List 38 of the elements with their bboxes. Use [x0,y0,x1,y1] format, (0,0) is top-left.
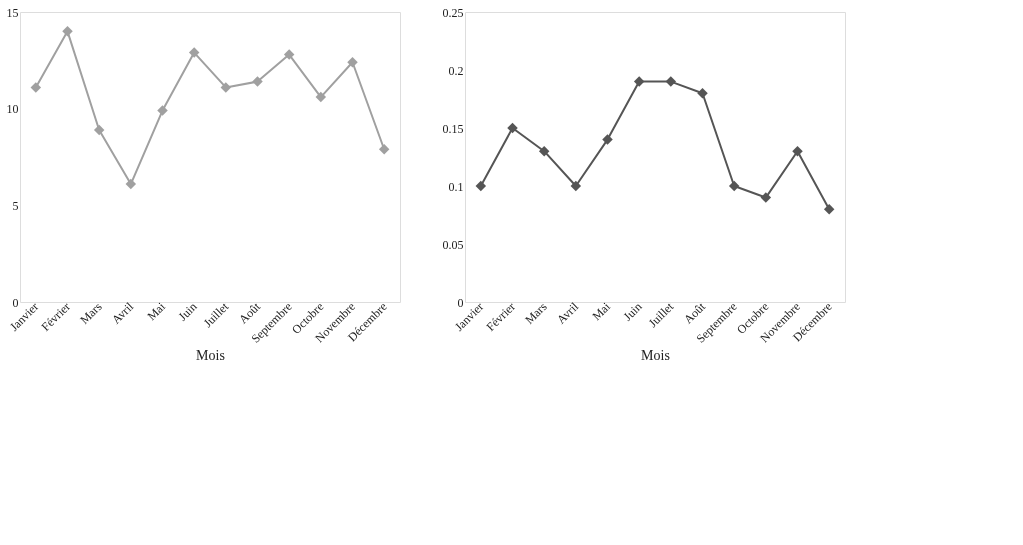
x-axis-title: Mois [196,348,225,364]
y-tick-label: 5 [12,198,19,213]
point [283,49,295,60]
point [665,76,677,87]
point [507,122,518,134]
point [538,145,550,157]
point [188,47,200,58]
point [93,124,105,136]
point [792,145,803,157]
y-tick-label: 0.25 [442,5,464,20]
point [823,203,835,215]
point [570,180,582,192]
point [62,26,73,37]
point [760,192,772,203]
y-tick-label: 15 [6,5,19,20]
point [728,180,740,192]
x-tick-label: Mai [589,299,614,324]
point [220,82,232,93]
y-tick-label: 0.2 [448,63,464,78]
x-tick-label: Mai [144,299,169,324]
y-tick-label: 10 [6,102,19,117]
point [378,144,390,155]
point [697,87,708,99]
point [125,178,137,190]
x-axis-title: Mois [641,348,670,364]
point [252,76,263,87]
y-tick-label: 0.15 [442,121,464,136]
point [347,57,358,68]
y-tick-label: 0.1 [448,179,464,194]
point [475,180,487,192]
point [633,76,645,87]
point [30,82,42,93]
x-tick-label: Juin [620,299,645,324]
point [602,134,613,145]
y-tick-label: 0.05 [442,237,464,252]
point [157,105,168,116]
point [315,91,327,103]
x-tick-label: Juin [175,299,200,324]
